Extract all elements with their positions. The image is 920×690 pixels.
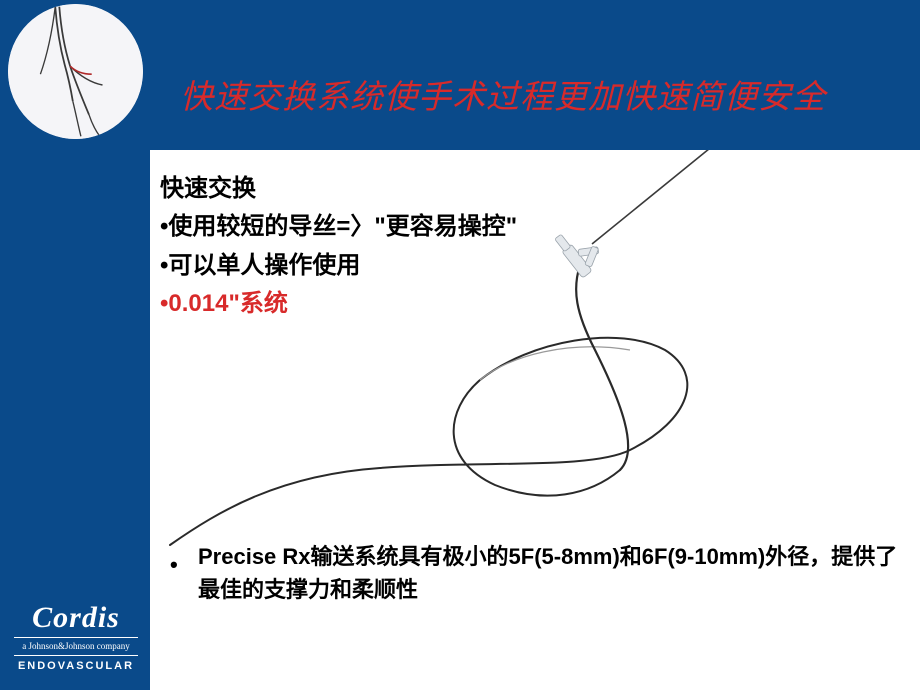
bullet-3-text: 0.014"系统 xyxy=(168,290,287,317)
slide: 快速交换系统使手术过程更加快速简便安全 快速交换 •使用较短的导丝=〉"更容易操… xyxy=(0,0,920,690)
circle-graphic xyxy=(8,4,143,139)
vascular-branch-icon xyxy=(8,4,143,139)
bullet-2: •可以单人操作使用 xyxy=(160,247,900,285)
bullet-3: •0.014"系统 xyxy=(160,285,900,323)
bullet-2-text: 可以单人操作使用 xyxy=(168,252,360,279)
logo-byline: a Johnson&Johnson company xyxy=(14,641,138,651)
bullet-1-text: 使用较短的导丝=〉"更容易操控" xyxy=(168,213,517,240)
lower-bullet: • Precise Rx输送系统具有极小的5F(5-8mm)和6F(9-10mm… xyxy=(170,540,900,606)
content-block: 快速交换 •使用较短的导丝=〉"更容易操控" •可以单人操作使用 •0.014"… xyxy=(160,170,900,324)
content-heading: 快速交换 xyxy=(160,170,900,208)
logo-divider-2 xyxy=(14,655,138,656)
logo-division: ENDOVASCULAR xyxy=(14,660,138,672)
logo-block: Cordis a Johnson&Johnson company ENDOVAS… xyxy=(14,603,138,672)
logo-brand: Cordis xyxy=(14,603,138,633)
logo-divider xyxy=(14,637,138,638)
bullet-dot-icon: • xyxy=(170,548,178,581)
bullet-1: •使用较短的导丝=〉"更容易操控" xyxy=(160,208,900,246)
lower-bullet-text: Precise Rx输送系统具有极小的5F(5-8mm)和6F(9-10mm)外… xyxy=(170,540,900,606)
slide-title: 快速交换系统使手术过程更加快速简便安全 xyxy=(180,70,900,118)
